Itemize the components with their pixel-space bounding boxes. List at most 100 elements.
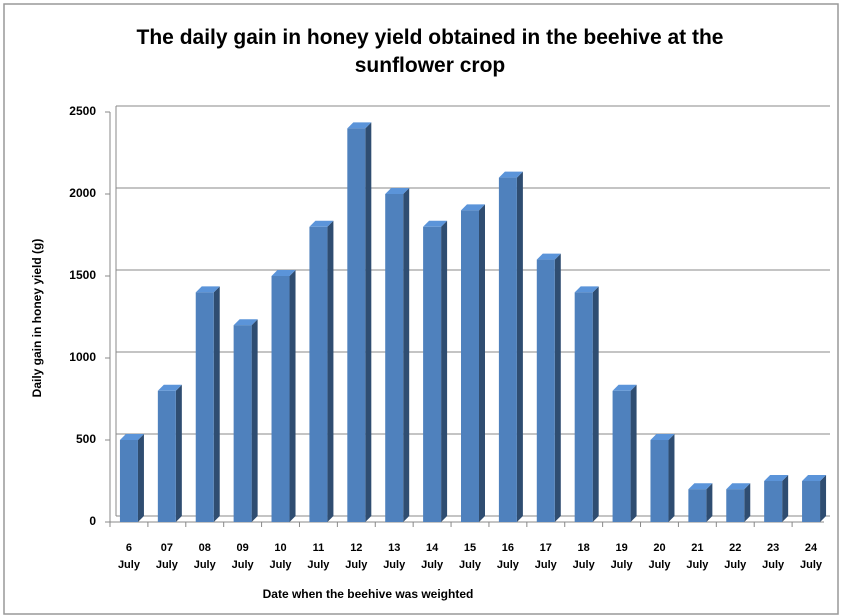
chart-title: The daily gain in honey yield obtained i…: [136, 26, 724, 77]
x-tick-label: July: [156, 559, 179, 571]
bar-side: [441, 220, 448, 523]
x-axis-label: Date when the beehive was weighted: [263, 587, 474, 601]
x-tick-label: 13: [388, 542, 400, 554]
bar: [650, 434, 675, 522]
bar-side: [251, 319, 258, 522]
bar: [195, 286, 220, 522]
bar-top: [385, 188, 410, 194]
bar-front: [385, 194, 404, 522]
bar-top: [688, 483, 713, 490]
x-tick-label: July: [194, 559, 217, 571]
y-tick-label: 500: [76, 432, 96, 446]
bar: [233, 319, 258, 522]
x-tick-label: 19: [615, 542, 627, 554]
bar-top: [498, 171, 523, 178]
bar-front: [764, 481, 783, 522]
bar-front: [726, 489, 745, 522]
bar-side: [706, 483, 713, 522]
x-tick-label: July: [762, 559, 785, 571]
x-tick-label: July: [686, 559, 709, 571]
x-tick-label: July: [459, 559, 482, 571]
bar-side: [630, 384, 637, 522]
bar: [461, 204, 485, 522]
y-tick-label: 1000: [69, 350, 96, 364]
bar-side: [175, 384, 182, 522]
bar: [688, 483, 713, 522]
bar-top: [119, 434, 144, 440]
bar-top: [461, 204, 485, 211]
x-tick-label: 18: [578, 542, 590, 554]
x-tick-label: 6: [126, 542, 132, 554]
x-tick-label: July: [535, 559, 558, 571]
bar: [802, 475, 827, 522]
bar: [271, 270, 296, 522]
x-tick-label: 11: [313, 542, 325, 554]
bar-front: [423, 226, 442, 523]
bar-front: [802, 481, 821, 522]
bar-top: [574, 286, 599, 293]
x-tick-label: 20: [653, 542, 665, 554]
x-tick-label: 24: [805, 542, 818, 554]
bar: [157, 384, 182, 522]
bar: [612, 384, 637, 522]
bar-top: [612, 384, 637, 391]
bar: [498, 171, 523, 522]
bar-top: [764, 475, 789, 481]
bar-side: [820, 475, 827, 522]
bar-top: [726, 483, 751, 490]
bar: [764, 475, 789, 522]
bar: [385, 188, 410, 522]
bar-front: [536, 259, 555, 522]
x-tick-label: 17: [540, 542, 552, 554]
x-tick-label: July: [270, 559, 293, 571]
y-tick-label: 2000: [69, 186, 96, 200]
bar-front: [195, 292, 214, 522]
y-axis-label: Daily gain in honey yield (g): [30, 239, 44, 398]
bar-side: [744, 483, 751, 522]
x-tick-label: July: [345, 559, 368, 571]
bar-front: [157, 390, 176, 522]
bar-front: [574, 292, 593, 522]
bar-front: [347, 128, 366, 522]
bar: [309, 220, 334, 523]
x-tick-label: 23: [767, 542, 779, 554]
x-tick-label: July: [232, 559, 255, 571]
bar-top: [650, 434, 675, 440]
bar: [119, 434, 144, 522]
bar-side: [213, 286, 220, 522]
y-tick-label: 0: [89, 514, 96, 528]
bar-side: [668, 434, 675, 522]
bar-top: [423, 220, 448, 227]
x-tick-label: July: [573, 559, 596, 571]
bar: [536, 253, 561, 522]
x-tick-label: 10: [274, 542, 286, 554]
bar-top: [309, 220, 334, 227]
bar-top: [195, 286, 220, 293]
bar-top: [802, 475, 827, 481]
bar-top: [347, 122, 372, 129]
x-tick-label: July: [307, 559, 330, 571]
bar-top: [157, 384, 182, 391]
x-tick-label: July: [421, 559, 444, 571]
bar-side: [782, 475, 789, 522]
y-tick-label: 1500: [69, 268, 96, 282]
bar-front: [688, 489, 707, 522]
bar-side: [516, 171, 523, 522]
bar: [574, 286, 599, 522]
x-tick-label: 12: [350, 542, 362, 554]
bar-front: [650, 440, 669, 522]
x-tick-label: 08: [199, 542, 211, 554]
bar: [726, 483, 751, 522]
bar-top: [536, 253, 561, 260]
bar-front: [309, 226, 328, 523]
x-tick-label: 22: [729, 542, 741, 554]
bar-side: [403, 188, 410, 522]
x-tick-label: 15: [464, 542, 476, 554]
bar: [423, 220, 448, 523]
bar-front: [271, 276, 290, 522]
bar-front: [612, 390, 631, 522]
y-tick-label: 2500: [69, 104, 96, 118]
x-tick-label: July: [648, 559, 671, 571]
bar-front: [233, 325, 252, 522]
